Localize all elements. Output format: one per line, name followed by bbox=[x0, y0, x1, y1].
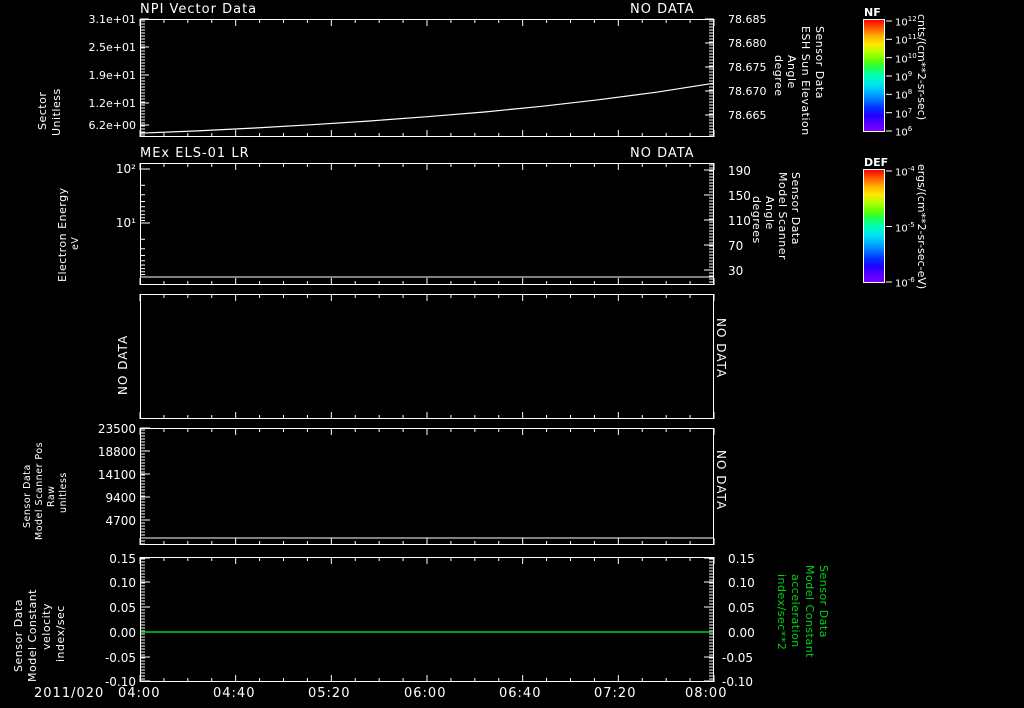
panel-2-right-axis-title-4: degrees bbox=[750, 196, 763, 244]
cb2-ticks-label-2: 10-6 bbox=[895, 276, 915, 290]
panel-3-left-note: NO DATA bbox=[116, 334, 130, 395]
panel-5-frame bbox=[140, 557, 714, 682]
cb1-ticks-label-2: 1010 bbox=[895, 51, 917, 65]
cb1-ticks-label-4: 108 bbox=[895, 88, 913, 102]
panel-5-right-ytick-5: -0.10 bbox=[722, 675, 754, 689]
panel-5-right-ytick-0: 0.15 bbox=[728, 552, 755, 566]
panel-5-ytick-1: 0.10 bbox=[109, 576, 136, 590]
cb1-ticks-label-3: 109 bbox=[895, 70, 913, 84]
panel-5-ytick-3: 0.00 bbox=[109, 626, 136, 640]
panel-5-right-ytick-3: 0.00 bbox=[728, 626, 755, 640]
xaxis-tick-5: 07:20 bbox=[594, 686, 637, 701]
panel-2-frame bbox=[140, 163, 714, 285]
panel-1-right-ytick-1: 78.680 bbox=[728, 37, 767, 50]
xaxis-tick-3: 06:00 bbox=[404, 686, 447, 701]
panel-5-right-axis-title-2: Model Constant bbox=[803, 565, 816, 658]
panel-2-right-ytick-1: 150 bbox=[728, 189, 751, 203]
panel-2-ytick-1: 10¹ bbox=[115, 216, 136, 230]
panel-5-ytick-4: -0.05 bbox=[104, 651, 136, 665]
panel-5-left-axis-title-1: Sensor Data bbox=[12, 599, 25, 672]
panel-1-ytick-1: 2.5e+01 bbox=[88, 41, 136, 54]
panel-5-right-axis-title-3: acceleration bbox=[789, 574, 802, 648]
panel-2-right-ytick-3: 70 bbox=[728, 239, 744, 253]
panel-4-frame bbox=[140, 428, 714, 545]
panel-1-right-ytick-2: 78.675 bbox=[728, 61, 767, 74]
xaxis-tick-6: 08:00 bbox=[685, 686, 728, 701]
panel-5-left-axis-title-3: velocity bbox=[40, 603, 53, 650]
panel-4-ytick-0: 23500 bbox=[97, 422, 136, 436]
panel-4-ytick-2: 14100 bbox=[97, 468, 136, 482]
panel-1-ytick-2: 1.9e+01 bbox=[88, 69, 136, 82]
colorbar-def[interactable] bbox=[863, 169, 885, 283]
panel-5-right-ytick-4: -0.05 bbox=[722, 651, 754, 665]
panel-1-frame bbox=[140, 19, 714, 137]
xaxis-tick-2: 05:20 bbox=[308, 686, 351, 701]
panel-1-right-note: NO DATA bbox=[630, 2, 695, 17]
panel-4-left-axis-title-3: Raw bbox=[46, 485, 57, 507]
panel-1-ytick-4: 6.2e+00 bbox=[88, 119, 136, 132]
panel-2-left-axis-title-1: Electron Energy bbox=[56, 187, 69, 282]
colorbar-def-label: DEF bbox=[864, 156, 889, 169]
panel-2-right-ytick-0: 190 bbox=[728, 164, 751, 178]
panel-5-right-ytick-2: 0.05 bbox=[728, 601, 755, 615]
panel-2-right-axis-title-2: Model Scanner bbox=[776, 172, 789, 261]
panel-4-left-axis-title-2: Model Scanner Pos bbox=[34, 441, 45, 540]
cb1-ticks-label-6: 106 bbox=[895, 125, 913, 139]
panel-2-title: MEx ELS-01 LR bbox=[140, 146, 250, 161]
panel-4-ytick-1: 18800 bbox=[97, 445, 136, 459]
panel-2-right-axis-title-3: Angle bbox=[763, 196, 776, 230]
panel-2-right-ytick-4: 30 bbox=[728, 264, 744, 278]
panel-2-right-note: NO DATA bbox=[630, 146, 695, 161]
panel-4-left-axis-title-1: Sensor Data bbox=[22, 464, 33, 528]
panel-4-left-axis-title-4: unitless bbox=[58, 472, 69, 513]
panel-3-right-note: NO DATA bbox=[714, 318, 728, 379]
panel-1-left-axis-title-2: Unitless bbox=[50, 88, 63, 136]
panel-1-right-axis-title-4: degree bbox=[772, 55, 785, 97]
panel-1-title: NPI Vector Data bbox=[140, 2, 258, 17]
panel-5-left-axis-title-2: Model Constant bbox=[26, 589, 39, 682]
panel-1-ytick-3: 1.2e+01 bbox=[88, 97, 136, 110]
panel-2-right-ytick-2: 110 bbox=[728, 214, 751, 228]
panel-1-right-ytick-4: 78.665 bbox=[728, 109, 767, 122]
panel-4-ytick-3: 9400 bbox=[105, 491, 136, 505]
xaxis-tick-1: 04:40 bbox=[213, 686, 256, 701]
cb1-ticks-label-0: 1012 bbox=[895, 15, 917, 29]
panel-1-right-ytick-3: 78.670 bbox=[728, 85, 767, 98]
colorbar-nf-label: NF bbox=[864, 6, 881, 19]
panel-2-right-axis-title-1: Sensor Data bbox=[789, 172, 802, 245]
panel-1-ytick-0: 3.1e+01 bbox=[88, 13, 136, 26]
panel-1-right-ytick-0: 78.685 bbox=[728, 13, 767, 26]
panel-4-right-note: NO DATA bbox=[714, 450, 728, 511]
panel-5-ytick-2: 0.05 bbox=[109, 601, 136, 615]
panel-1-left-axis-title-1: Sector bbox=[36, 91, 49, 130]
xaxis-tick-4: 06:40 bbox=[499, 686, 542, 701]
panel-5-right-axis-title-4: index/sec**2 bbox=[775, 574, 788, 651]
panel-2-ytick-0: 10² bbox=[115, 162, 136, 176]
cb2-ticks-label-0: 10-4 bbox=[895, 165, 915, 179]
panel-3-frame bbox=[140, 294, 714, 419]
panel-5-right-ytick-1: 0.10 bbox=[728, 576, 755, 590]
panel-1-right-axis-title-2: ESH Sun Elevation bbox=[799, 26, 812, 136]
cb1-ticks-label-5: 107 bbox=[895, 106, 913, 120]
panel-1-right-axis-title-3: Angle bbox=[785, 55, 798, 89]
panel-5-ytick-0: 0.15 bbox=[109, 552, 136, 566]
colorbar-def-unit: ergs/(cm**2-sr-sec-eV) bbox=[915, 164, 928, 290]
xaxis-tick-0: 04:00 bbox=[118, 686, 161, 701]
panel-4-ytick-4: 4700 bbox=[105, 514, 136, 528]
cb2-ticks-label-1: 10-5 bbox=[895, 220, 915, 234]
colorbar-nf-unit: cnts/(cm**2-sr-sec) bbox=[915, 14, 928, 121]
panel-5-right-axis-title-1: Sensor Data bbox=[817, 565, 830, 638]
colorbar-nf[interactable] bbox=[863, 19, 885, 132]
panel-2-left-axis-title-2: eV bbox=[70, 236, 81, 250]
panel-5-ytick-5: -0.10 bbox=[104, 675, 136, 689]
cb1-ticks-label-1: 1011 bbox=[895, 33, 917, 47]
xaxis-date-label: 2011/020 bbox=[34, 686, 105, 701]
panel-1-right-axis-title-1: Sensor Data bbox=[813, 26, 826, 99]
